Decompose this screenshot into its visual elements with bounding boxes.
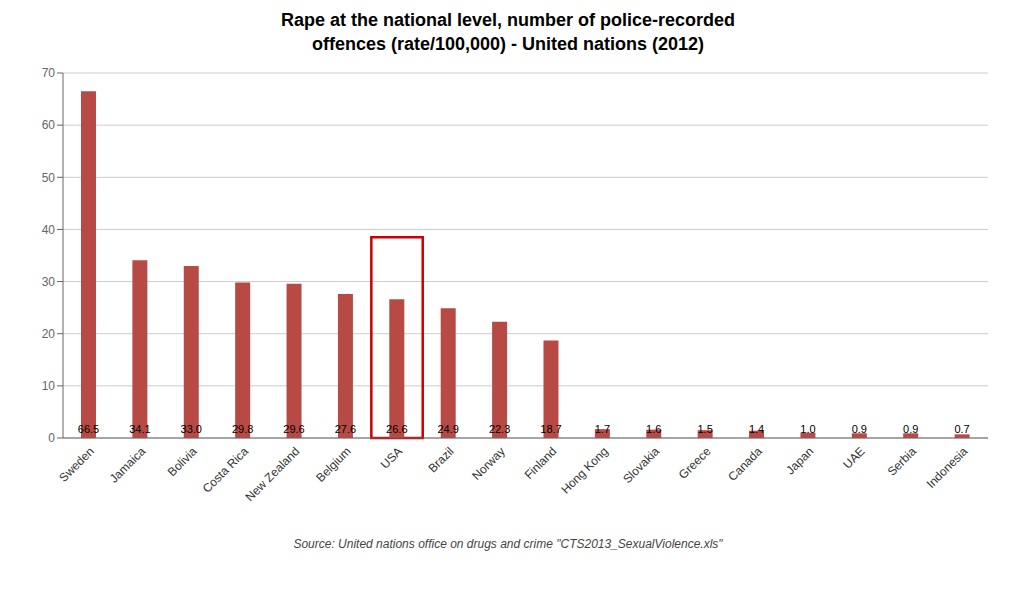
svg-text:Jamaica: Jamaica (107, 444, 149, 486)
svg-text:1.7: 1.7 (595, 423, 610, 435)
svg-text:Canada: Canada (725, 444, 765, 484)
svg-text:1.0: 1.0 (800, 423, 815, 435)
svg-text:24.9: 24.9 (437, 423, 458, 435)
svg-text:UAE: UAE (840, 444, 867, 471)
svg-text:29.8: 29.8 (232, 423, 253, 435)
svg-text:Brazil: Brazil (425, 444, 456, 475)
svg-text:New Zealand: New Zealand (242, 444, 302, 504)
svg-text:Indonesia: Indonesia (924, 444, 971, 491)
svg-text:1.4: 1.4 (749, 423, 764, 435)
svg-text:10: 10 (42, 379, 56, 393)
svg-text:0.9: 0.9 (852, 423, 867, 435)
svg-text:1.5: 1.5 (698, 423, 713, 435)
svg-text:USA: USA (378, 444, 405, 471)
svg-text:27.6: 27.6 (335, 423, 356, 435)
svg-text:Norway: Norway (469, 444, 508, 483)
svg-text:34.1: 34.1 (129, 423, 150, 435)
svg-text:0.9: 0.9 (903, 423, 918, 435)
svg-text:Costa Rica: Costa Rica (200, 444, 252, 496)
svg-text:20: 20 (42, 327, 56, 341)
html-text:Rape at the national level, nu: Rape at the national level, number of po… (280, 10, 735, 55)
svg-text:1.6: 1.6 (646, 423, 661, 435)
svg-text:Belgium: Belgium (313, 444, 354, 485)
svg-text:22.3: 22.3 (489, 423, 510, 435)
svg-text:Bolivia: Bolivia (165, 444, 200, 479)
svg-text:29.6: 29.6 (283, 423, 304, 435)
svg-text:Slovakia: Slovakia (620, 444, 662, 486)
svg-text:Sweden: Sweden (56, 444, 97, 485)
svg-text:60: 60 (42, 118, 56, 132)
svg-text:18.7: 18.7 (540, 423, 561, 435)
svg-text:50: 50 (42, 170, 56, 184)
svg-text:33.0: 33.0 (181, 423, 202, 435)
svg-text:30: 30 (42, 274, 56, 288)
svg-text:66.5: 66.5 (78, 423, 99, 435)
svg-text:Hong Kong: Hong Kong (558, 444, 610, 496)
svg-text:Japan: Japan (783, 444, 816, 477)
svg-text:40: 40 (42, 222, 56, 236)
svg-text:Serbia: Serbia (885, 444, 920, 479)
html-text:Source: United nations office: Source: United nations office on drugs a… (293, 536, 723, 551)
svg-text:0.7: 0.7 (954, 423, 969, 435)
svg-text:70: 70 (42, 66, 56, 80)
svg-text:Finland: Finland (522, 444, 560, 482)
svg-text:Greece: Greece (676, 444, 714, 482)
svg-text:26.6: 26.6 (386, 423, 407, 435)
svg-text:0: 0 (48, 431, 55, 445)
